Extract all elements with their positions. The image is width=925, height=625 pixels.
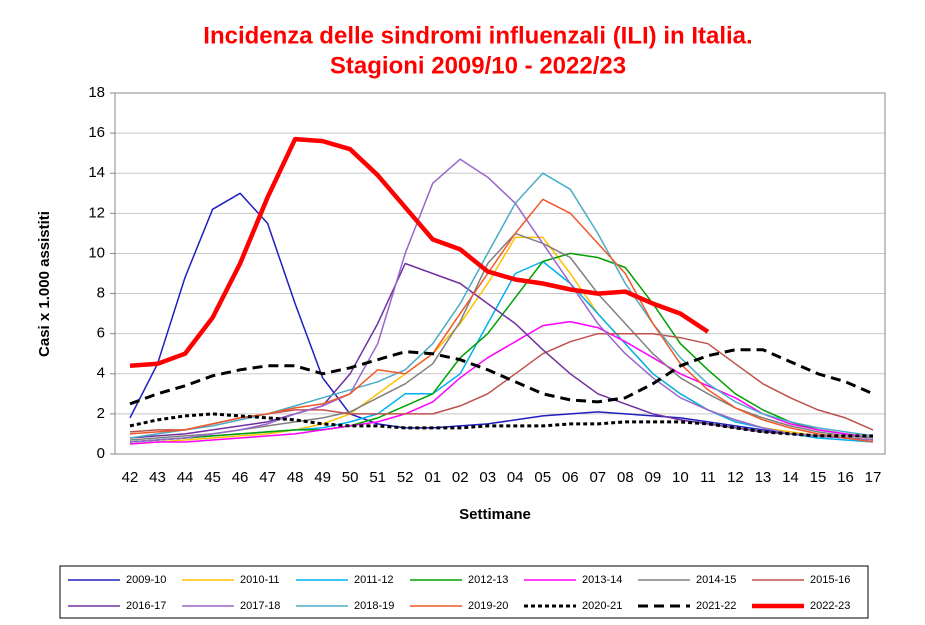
legend-box: [59, 565, 869, 619]
legend-label: 2021-22: [696, 600, 736, 612]
x-tick-label: 09: [645, 469, 662, 486]
legend-label: 2012-13: [468, 574, 508, 586]
y-tick-label: 14: [88, 164, 105, 181]
x-tick-label: 43: [149, 469, 166, 486]
y-tick-label: 12: [88, 204, 105, 221]
series-line: [129, 192, 874, 441]
legend-label: 2011-12: [354, 574, 394, 586]
x-tick-label: 16: [837, 469, 854, 486]
legend-label: 2013-14: [582, 574, 622, 586]
legend-label: 2017-18: [240, 600, 280, 612]
x-tick-label: 10: [672, 469, 689, 486]
y-tick-label: 8: [97, 285, 105, 302]
x-tick-label: 07: [589, 469, 606, 486]
legend-label: 2020-21: [582, 600, 622, 612]
legend-label: 2010-11: [240, 574, 280, 586]
x-tick-label: 49: [314, 469, 331, 486]
x-tick-label: 11: [700, 469, 716, 486]
x-tick-label: 50: [342, 469, 359, 486]
x-tick-label: 44: [177, 469, 194, 486]
x-tick-label: 13: [755, 469, 772, 486]
x-tick-label: 51: [369, 469, 386, 486]
x-tick-label: 04: [507, 469, 524, 486]
x-tick-label: 06: [562, 469, 579, 486]
x-tick-label: 03: [479, 469, 496, 486]
y-tick-label: 10: [88, 244, 105, 261]
series-line: [129, 320, 874, 445]
series-line: [129, 252, 874, 443]
x-tick-label: 46: [232, 469, 249, 486]
y-tick-label: 0: [97, 445, 105, 462]
legend-label: 2022-23: [810, 600, 850, 612]
x-tick-label: 47: [259, 469, 276, 486]
y-tick-label: 4: [97, 365, 105, 382]
chart-title: Stagioni 2009/10 - 2022/23: [330, 52, 626, 79]
x-tick-label: 15: [810, 469, 827, 486]
x-tick-label: 52: [397, 469, 414, 486]
x-tick-label: 02: [452, 469, 469, 486]
x-tick-label: 08: [617, 469, 634, 486]
y-axis-label: Casi x 1.000 assistiti: [36, 211, 53, 357]
x-tick-label: 01: [424, 469, 441, 486]
x-tick-label: 05: [534, 469, 551, 486]
x-tick-label: 42: [122, 469, 139, 486]
chart-title: Incidenza delle sindromi influenzali (IL…: [203, 22, 752, 49]
legend-label: 2018-19: [354, 600, 394, 612]
x-tick-label: 17: [865, 469, 882, 486]
x-tick-label: 14: [782, 469, 799, 486]
x-axis-label: Settimane: [459, 506, 531, 523]
series-line: [129, 412, 873, 438]
series-line: [129, 158, 874, 443]
x-tick-label: 12: [727, 469, 744, 486]
series-line: [129, 348, 874, 406]
series-line: [129, 232, 874, 441]
series-line: [129, 136, 710, 369]
series-line: [129, 172, 874, 439]
y-tick-label: 16: [88, 124, 105, 141]
legend-label: 2016-17: [126, 600, 166, 612]
x-tick-label: 48: [287, 469, 304, 486]
legend-label: 2015-16: [810, 574, 850, 586]
plot-border: [114, 92, 886, 455]
legend-label: 2009-10: [126, 574, 166, 586]
series-line: [129, 198, 874, 443]
y-tick-label: 2: [97, 405, 105, 422]
legend-label: 2019-20: [468, 600, 508, 612]
x-tick-label: 45: [204, 469, 221, 486]
legend-label: 2014-15: [696, 574, 736, 586]
y-tick-label: 6: [97, 325, 105, 342]
y-tick-label: 18: [88, 84, 105, 101]
series-line: [129, 262, 874, 441]
